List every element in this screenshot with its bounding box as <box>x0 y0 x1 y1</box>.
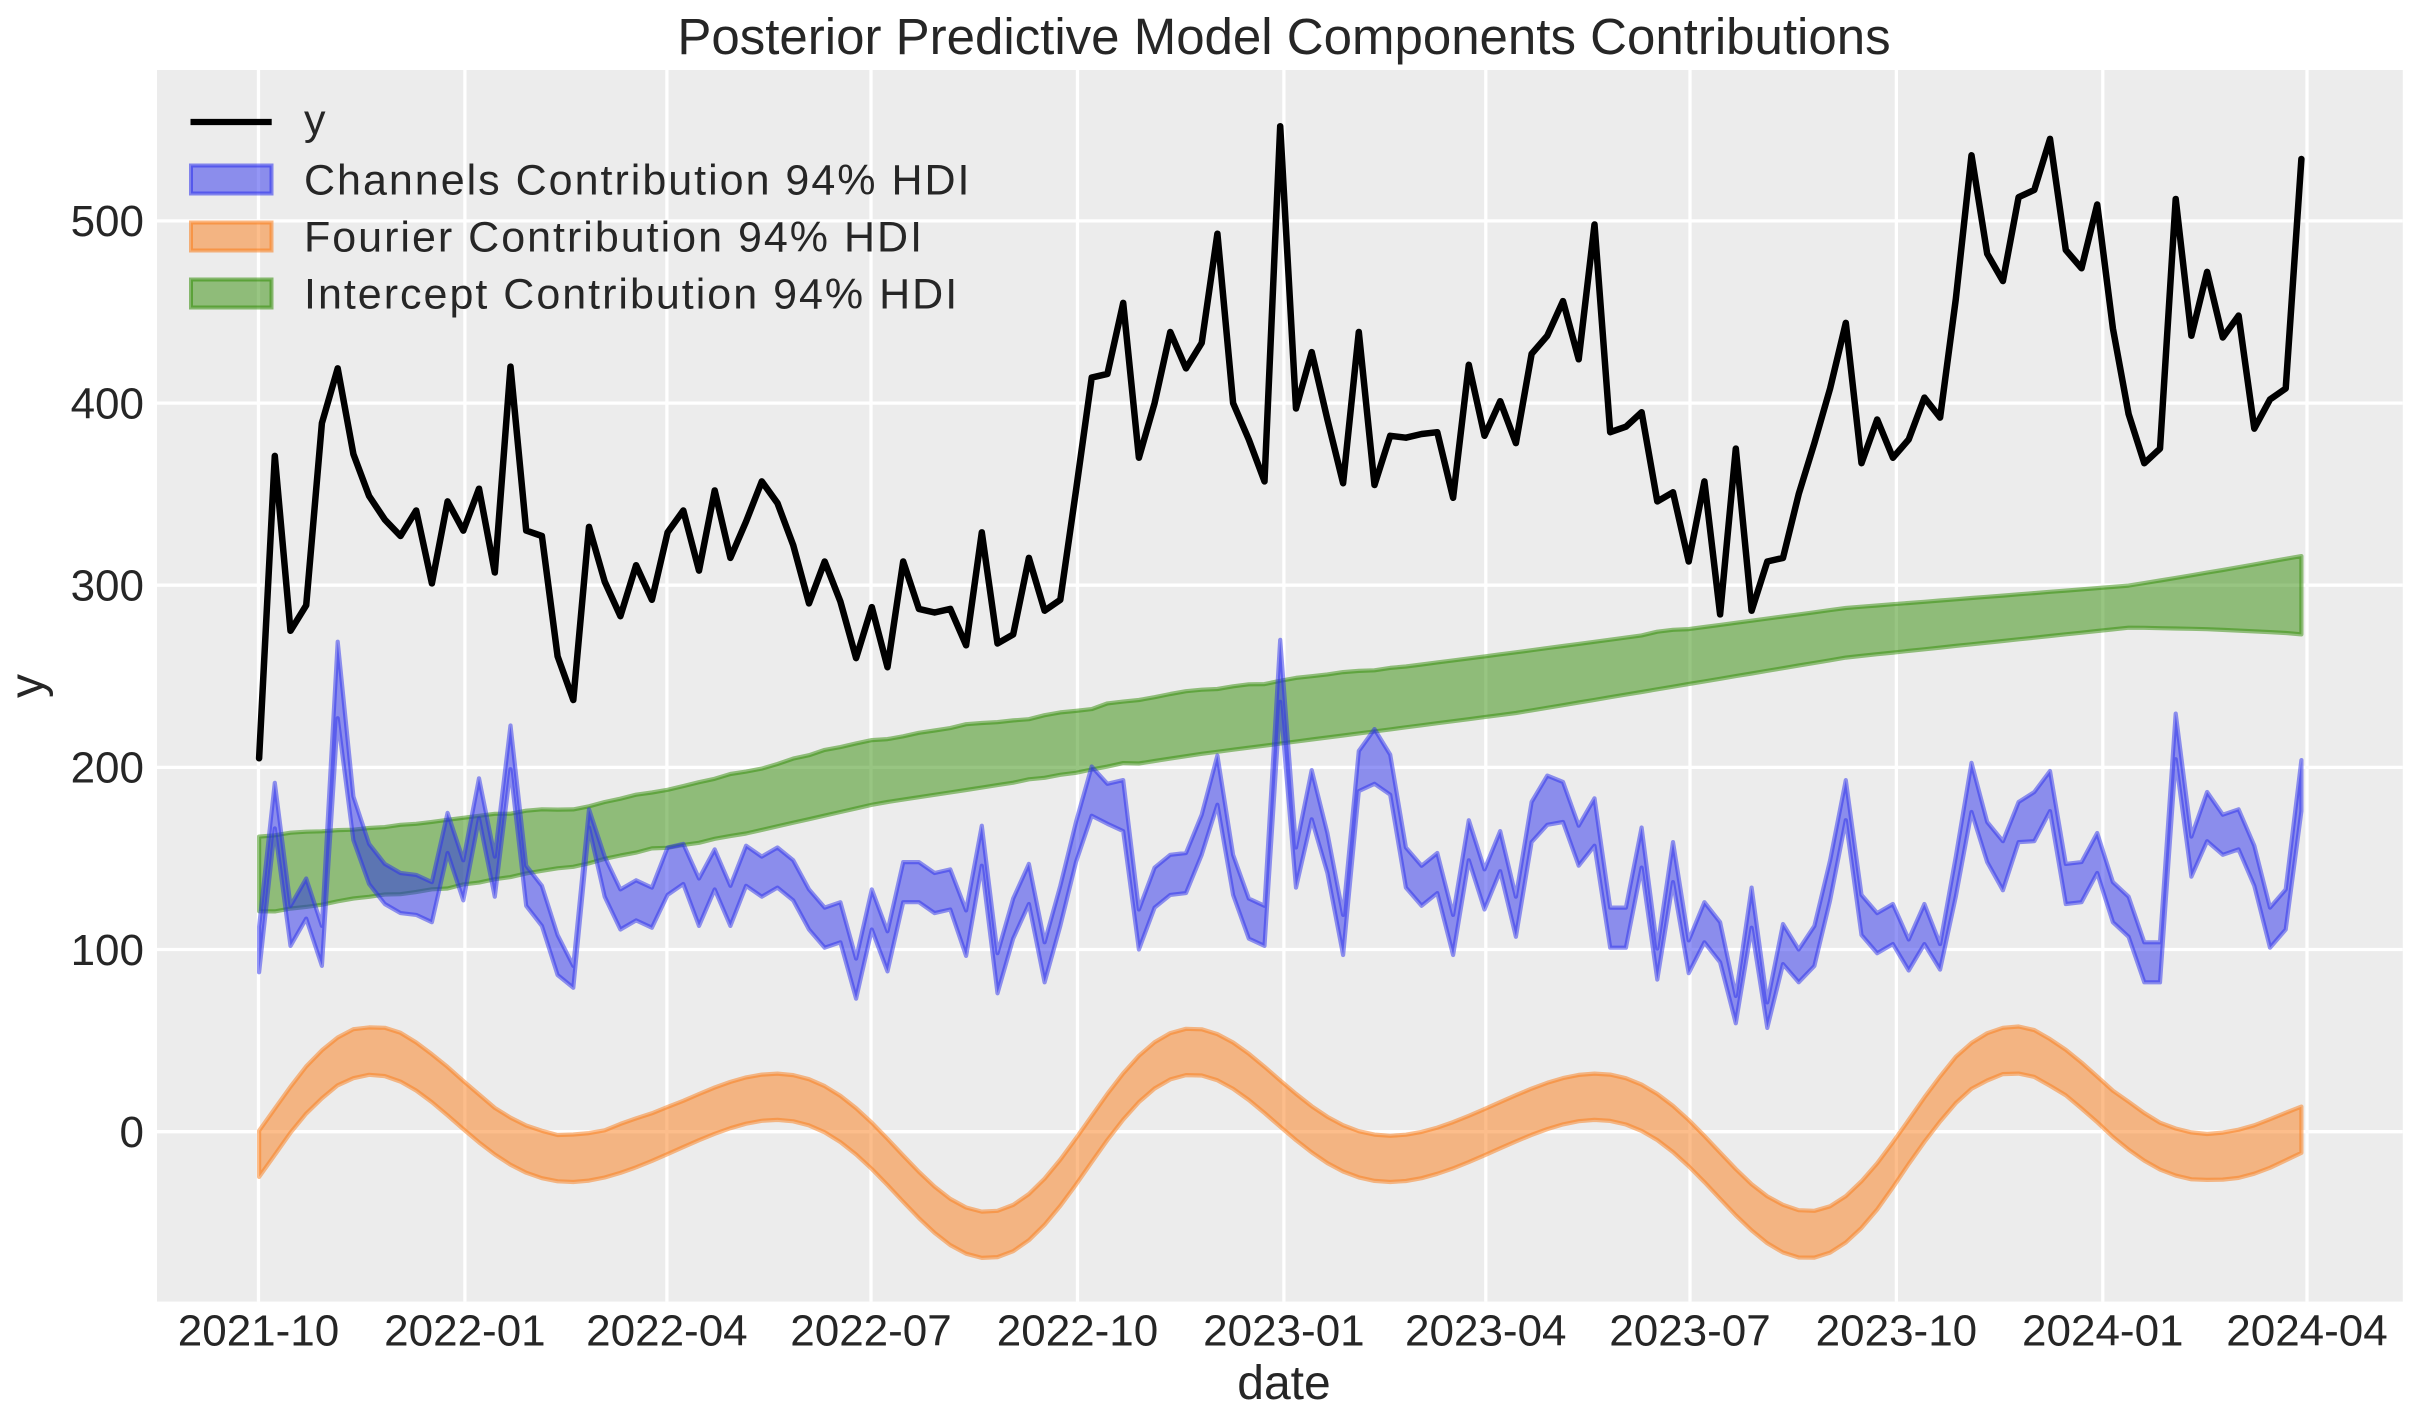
svg-text:2023-04: 2023-04 <box>1405 1307 1566 1356</box>
svg-text:Intercept Contribution 94% HDI: Intercept Contribution 94% HDI <box>304 271 959 319</box>
svg-text:100: 100 <box>71 926 144 975</box>
svg-text:2023-10: 2023-10 <box>1816 1307 1977 1356</box>
svg-text:200: 200 <box>71 744 144 793</box>
svg-text:Fourier Contribution 94% HDI: Fourier Contribution 94% HDI <box>304 214 924 262</box>
svg-text:2024-04: 2024-04 <box>2226 1307 2387 1356</box>
svg-text:2023-07: 2023-07 <box>1609 1307 1770 1356</box>
svg-text:2022-04: 2022-04 <box>586 1307 747 1356</box>
svg-text:300: 300 <box>71 562 144 611</box>
svg-text:date: date <box>1237 1357 1330 1410</box>
svg-text:2022-01: 2022-01 <box>384 1307 545 1356</box>
svg-text:2023-01: 2023-01 <box>1203 1307 1364 1356</box>
svg-text:Posterior Predictive Model Com: Posterior Predictive Model Components Co… <box>677 8 1890 65</box>
svg-text:2024-01: 2024-01 <box>2022 1307 2183 1356</box>
svg-text:2022-07: 2022-07 <box>790 1307 951 1356</box>
svg-text:2021-10: 2021-10 <box>178 1307 339 1356</box>
svg-text:400: 400 <box>71 379 144 428</box>
svg-text:Channels Contribution 94% HDI: Channels Contribution 94% HDI <box>304 157 972 205</box>
svg-text:500: 500 <box>71 197 144 246</box>
svg-text:y: y <box>1 674 54 698</box>
svg-text:0: 0 <box>120 1108 144 1157</box>
svg-text:2022-10: 2022-10 <box>997 1307 1158 1356</box>
svg-text:y: y <box>304 96 326 144</box>
